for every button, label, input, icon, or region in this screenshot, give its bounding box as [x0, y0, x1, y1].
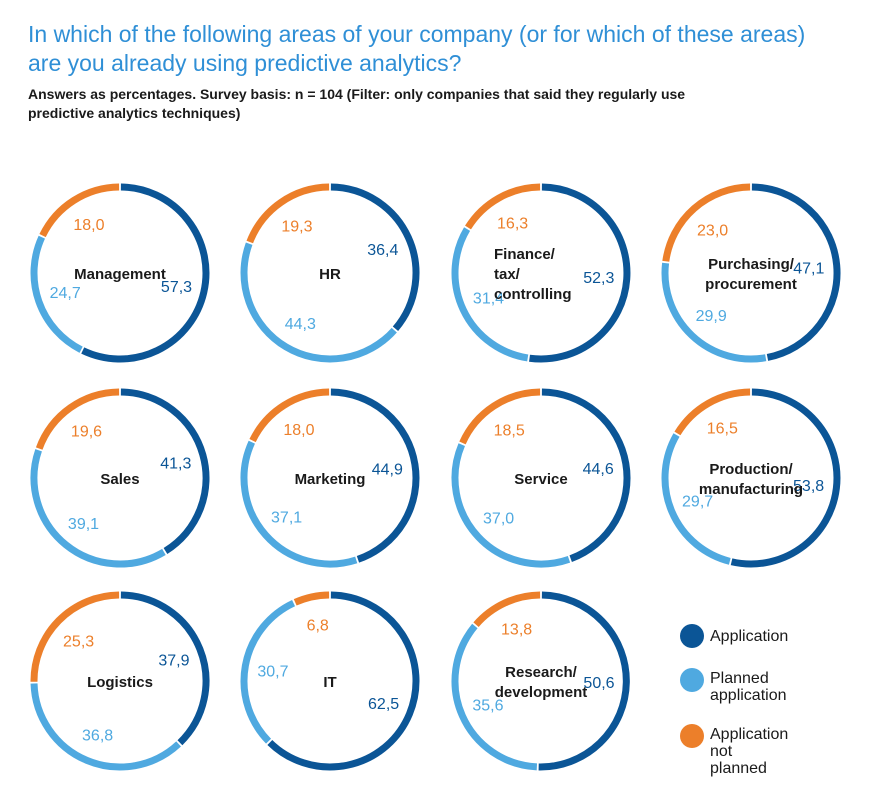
slice-application: [120, 591, 210, 746]
slice-not-planned: [465, 183, 541, 230]
slice-application: [120, 388, 210, 554]
value-label-application: 57,3: [161, 279, 192, 296]
category-label: Logistics: [87, 674, 153, 691]
value-label-planned: 37,1: [271, 510, 302, 527]
chart-subtitle: Answers as percentages. Survey basis: n …: [28, 86, 686, 121]
donut-chart: 44,6 37,0 18,5 Service: [451, 388, 631, 568]
slice-application: [541, 388, 631, 562]
value-label-not-planned: 13,8: [501, 621, 532, 638]
legend-label-application: Application: [710, 628, 789, 645]
legend-swatch-planned: [680, 668, 704, 692]
value-label-application: 44,9: [372, 462, 403, 479]
donut-chart: 57,3 24,7 18,0 Management: [30, 183, 210, 363]
donut-chart: 47,1 29,9 23,0 Purchasing/procurement: [661, 183, 841, 363]
value-label-planned: 24,7: [50, 285, 81, 302]
value-label-application: 36,4: [367, 242, 398, 259]
category-label: IT: [323, 674, 336, 691]
donut-chart: 44,9 37,1 18,0 Marketing: [240, 388, 420, 568]
legend-label-not-planned: Application not planned: [710, 726, 789, 777]
value-label-application: 53,8: [793, 478, 824, 495]
value-label-not-planned: 23,0: [697, 223, 728, 240]
chart-title: In which of the following areas of your …: [28, 21, 806, 76]
value-label-application: 47,1: [793, 261, 824, 278]
legend-swatch-not-planned: [680, 724, 704, 748]
slice-planned: [240, 440, 358, 568]
slice-application: [751, 183, 841, 361]
value-label-planned: 39,1: [68, 516, 99, 533]
slice-planned: [451, 227, 529, 362]
value-label-application: 44,6: [583, 461, 614, 478]
category-label: Production/manufacturing: [699, 461, 803, 498]
slice-planned: [451, 443, 571, 568]
value-label-planned: 36,8: [82, 728, 113, 745]
value-label-planned: 35,6: [472, 697, 503, 714]
slice-planned: [451, 623, 538, 771]
value-label-not-planned: 18,0: [283, 422, 314, 439]
category-label: Management: [74, 266, 166, 283]
slice-application: [267, 591, 420, 771]
donut-chart: 36,4 44,3 19,3 HR: [240, 183, 420, 363]
value-label-not-planned: 16,5: [707, 421, 738, 438]
donut-chart: 62,5 30,7 6,8 IT: [240, 591, 420, 771]
slice-planned: [30, 449, 166, 568]
slice-planned: [30, 683, 181, 771]
slice-not-planned: [246, 183, 330, 244]
value-label-planned: 31,4: [473, 291, 504, 308]
value-label-not-planned: 6,8: [307, 617, 329, 634]
category-label: Sales: [100, 471, 139, 488]
slice-application: [529, 183, 631, 363]
value-label-application: 41,3: [160, 455, 191, 472]
slice-not-planned: [249, 388, 330, 443]
slice-not-planned: [35, 388, 120, 450]
slice-not-planned: [30, 591, 120, 682]
value-label-application: 62,5: [368, 696, 399, 713]
slice-planned: [661, 262, 767, 363]
slice-planned: [30, 235, 83, 353]
slice-planned: [661, 433, 731, 565]
value-label-application: 50,6: [583, 675, 614, 692]
category-label: Marketing: [295, 471, 366, 488]
legend-swatch-application: [680, 624, 704, 648]
value-label-planned: 29,7: [682, 494, 713, 511]
legend-label-planned: Planned application: [710, 670, 787, 704]
value-label-not-planned: 19,3: [281, 218, 312, 235]
slice-application: [81, 183, 210, 363]
slice-planned: [240, 599, 296, 744]
slice-application: [330, 388, 420, 563]
slice-application: [330, 183, 420, 332]
value-label-planned: 29,9: [696, 308, 727, 325]
slice-not-planned: [39, 183, 120, 238]
value-label-planned: 30,7: [257, 664, 288, 681]
donut-chart: 50,6 35,6 13,8 Research/development: [451, 591, 630, 771]
category-label: Service: [514, 471, 567, 488]
donut-chart: 41,3 39,1 19,6 Sales: [30, 388, 210, 568]
value-label-not-planned: 25,3: [63, 633, 94, 650]
category-label: Research/development: [495, 664, 588, 701]
value-label-not-planned: 18,0: [73, 217, 104, 234]
slice-application: [538, 591, 630, 771]
donut-chart: 53,8 29,7 16,5 Production/manufacturing: [661, 388, 841, 568]
donut-chart: 52,3 31,4 16,3 Finance/tax/controlling: [451, 183, 631, 363]
value-label-application: 37,9: [158, 653, 189, 670]
value-label-planned: 44,3: [285, 316, 316, 333]
slice-not-planned: [293, 591, 330, 606]
category-label: Purchasing/procurement: [705, 256, 797, 293]
slice-application: [730, 388, 841, 568]
value-label-not-planned: 16,3: [497, 215, 528, 232]
slice-not-planned: [662, 183, 751, 262]
value-label-not-planned: 18,5: [494, 423, 525, 440]
category-label: HR: [319, 266, 341, 283]
value-label-planned: 37,0: [483, 511, 514, 528]
slice-planned: [240, 242, 397, 363]
donut-chart: 37,9 36,8 25,3 Logistics: [30, 591, 210, 771]
slice-not-planned: [473, 591, 541, 628]
slice-not-planned: [674, 388, 751, 436]
slice-not-planned: [459, 388, 541, 445]
value-label-application: 52,3: [583, 270, 614, 287]
category-label: Finance/tax/controlling: [494, 246, 572, 303]
value-label-not-planned: 19,6: [71, 424, 102, 441]
